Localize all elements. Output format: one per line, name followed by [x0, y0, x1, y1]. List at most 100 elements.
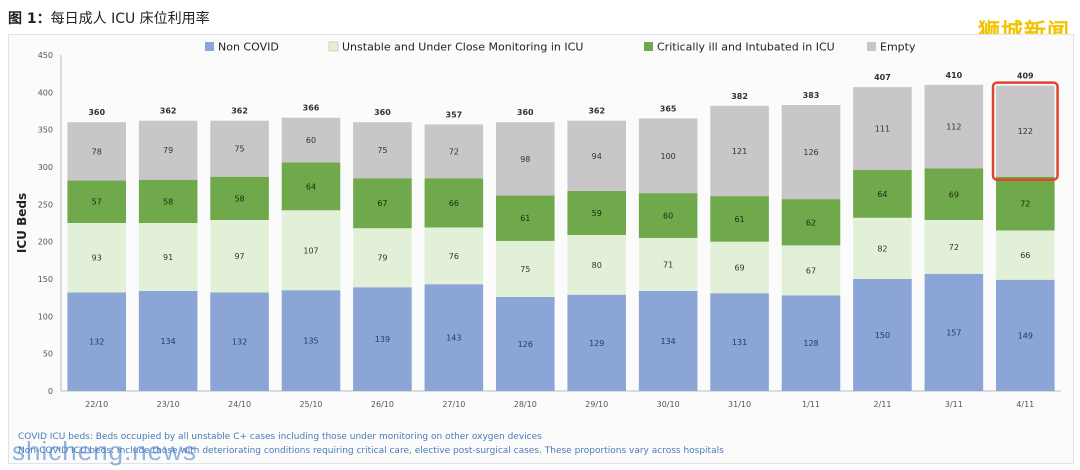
bar-segment	[210, 120, 269, 177]
segment-value-label: 93	[92, 254, 102, 263]
segment-value-label: 57	[92, 198, 102, 207]
bar-segment	[996, 176, 1055, 231]
x-tick-label: 22/10	[85, 400, 108, 409]
figure-caption-text: 每日成人 ICU 床位利用率	[50, 11, 210, 27]
x-tick-label: 26/10	[371, 400, 394, 409]
segment-value-label: 131	[732, 338, 747, 347]
footnote-covid-icu: COVID ICU beds: Beds occupied by all uns…	[18, 432, 542, 442]
segment-value-label: 60	[663, 212, 673, 221]
x-tick-label: 31/10	[728, 400, 751, 409]
bar-total-label: 407	[874, 73, 891, 82]
segment-value-label: 69	[949, 190, 959, 199]
bar-segment	[353, 178, 412, 229]
bar-segment	[710, 293, 769, 391]
site-watermark: shicheng.news	[12, 436, 197, 466]
bar-segment	[210, 176, 269, 221]
segment-value-label: 132	[89, 338, 104, 347]
segment-value-label: 143	[446, 334, 461, 343]
y-tick-label: 250	[38, 200, 53, 209]
bar-segment	[281, 290, 341, 391]
bar-total-label: 382	[731, 92, 748, 101]
segment-value-label: 69	[734, 263, 744, 272]
legend-swatch-4	[867, 42, 876, 51]
bar-segment	[853, 87, 912, 170]
x-tick-label: 3/11	[945, 400, 963, 409]
segment-value-label: 75	[520, 265, 530, 274]
segment-value-label: 66	[1020, 251, 1030, 260]
bar-segment	[853, 217, 912, 279]
x-tick-label: 25/10	[299, 400, 322, 409]
stacked-bar-chart: 0 50 100 150 200 250 300 350 400 450 ICU Beds Non C…	[15, 41, 1061, 409]
segment-value-label: 128	[803, 339, 818, 348]
bar-total-label: 360	[517, 108, 534, 117]
bar-segment	[67, 122, 126, 181]
segment-value-label: 111	[875, 125, 890, 134]
bar-segment	[281, 117, 341, 163]
segment-value-label: 126	[803, 148, 818, 157]
segment-value-label: 67	[377, 199, 387, 208]
segment-value-label: 121	[732, 147, 747, 156]
bar-total-label: 409	[1017, 72, 1034, 81]
bar-total-label: 357	[446, 110, 463, 119]
bar-segment	[281, 162, 341, 211]
legend-swatch-3	[644, 42, 653, 51]
segment-value-label: 58	[163, 197, 173, 206]
legend-label-1: Non COVID	[218, 41, 279, 54]
legend-label-4: Empty	[880, 41, 916, 54]
segment-value-label: 58	[234, 194, 244, 203]
bar-total-label: 360	[88, 108, 105, 117]
footnote-non-covid-icu: Non-COVID ICU beds: Include those with d…	[18, 446, 724, 456]
segment-value-label: 72	[449, 147, 459, 156]
segment-value-label: 100	[661, 152, 676, 161]
bar-segment	[138, 120, 198, 180]
legend-label-3: Critically ill and Intubated in ICU	[657, 41, 835, 54]
x-tick-label: 4/11	[1016, 400, 1034, 409]
segment-value-label: 64	[877, 190, 887, 199]
bar-segment	[567, 294, 626, 391]
bar-total-label: 362	[160, 107, 177, 116]
segment-value-label: 134	[161, 337, 176, 346]
y-tick-label: 100	[38, 312, 53, 321]
segment-value-label: 59	[592, 209, 602, 218]
segment-value-label: 79	[377, 254, 387, 263]
bar-segment	[424, 124, 484, 179]
bar-segment	[353, 228, 412, 288]
segment-value-label: 94	[592, 152, 602, 161]
chart-panel: 0 50 100 150 200 250 300 350 400 450 ICU Beds Non C…	[8, 34, 1074, 464]
bar-segment	[67, 292, 126, 391]
bar-segment	[210, 220, 269, 293]
bar-segment	[424, 227, 484, 285]
y-tick-label: 450	[38, 51, 53, 60]
bar-segment	[67, 180, 126, 223]
bar-segment	[781, 295, 841, 391]
segment-value-label: 78	[92, 147, 102, 156]
segment-value-label: 75	[234, 145, 244, 154]
segment-value-label: 98	[520, 155, 530, 164]
bar-segment	[924, 84, 984, 169]
segment-value-label: 97	[234, 252, 244, 261]
bar-segment	[210, 292, 269, 391]
x-tick-label: 28/10	[514, 400, 537, 409]
segment-value-label: 62	[806, 218, 816, 227]
bar-total-label: 365	[660, 104, 677, 113]
segment-value-label: 80	[592, 261, 602, 270]
bar-segment	[924, 273, 984, 391]
bar-segment	[353, 287, 412, 391]
bar-segment	[496, 122, 555, 196]
legend-label-2: Unstable and Under Close Monitoring in I…	[342, 41, 583, 54]
segment-value-label: 61	[734, 215, 744, 224]
bar-segment	[996, 230, 1055, 280]
highlight-box	[991, 81, 1059, 181]
y-tick-label: 300	[38, 163, 53, 172]
segment-value-label: 75	[377, 146, 387, 155]
segment-value-label: 67	[806, 266, 816, 275]
segment-value-label: 72	[949, 243, 959, 252]
bar-total-label: 366	[303, 104, 320, 113]
segment-value-label: 71	[663, 260, 673, 269]
figure-caption: 图 1：每日成人 ICU 床位利用率	[8, 8, 210, 28]
bar-total-label: 362	[588, 107, 605, 116]
bar-total-label: 410	[946, 71, 963, 80]
bar-segment	[281, 210, 341, 291]
figure-caption-prefix: 图 1：	[8, 11, 51, 27]
bar-segment	[710, 241, 769, 294]
